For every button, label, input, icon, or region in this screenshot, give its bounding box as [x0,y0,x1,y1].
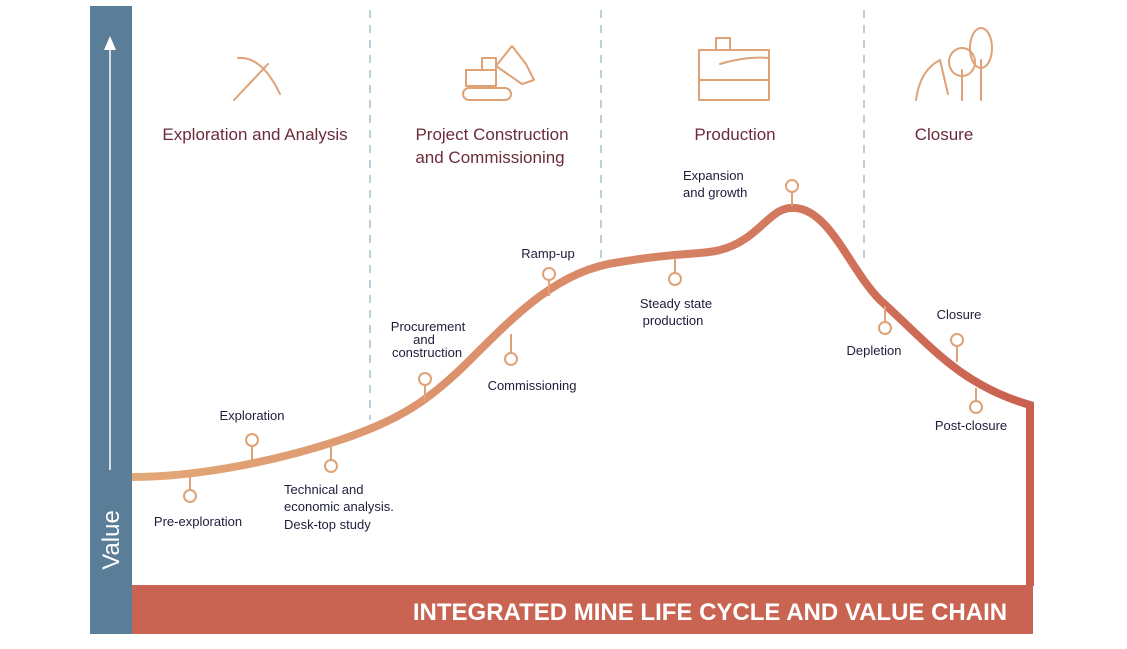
milestone-label: Commissioning [488,378,577,393]
text-line: and growth [683,185,747,200]
milestone-pins [183,179,983,503]
text-line: Ramp-up [521,246,574,261]
excavator-icon [462,45,535,101]
banner-text: INTEGRATED MINE LIFE CYCLE AND VALUE CHA… [413,599,1007,626]
text-line: Closure [915,125,974,144]
trees-icon [915,27,993,101]
axis-label: Value [98,510,125,570]
plant-icon [698,37,770,101]
milestone-label: Expansion and growth [683,168,747,200]
milestone-label: Steady state production [640,296,712,328]
phase-title: Exploration and Analysis [162,125,347,144]
text-line: production [643,313,704,328]
text-line: Post-closure [935,418,1007,433]
milestone-label: Depletion [847,343,902,358]
milestone-label: Closure [937,307,982,322]
phase-title: Production [694,125,775,144]
text-line: Desk-top study [284,517,371,532]
milestone-label: Ramp-up [521,246,574,261]
text-line: Production [694,125,775,144]
value-curve [131,203,1034,586]
text-line: Exploration and Analysis [162,125,347,144]
text-line: Depletion [847,343,902,358]
milestone-label: Pre-exploration [154,514,242,529]
phase-title: Project Construction and Commissioning [415,125,568,167]
text-line: construction [392,345,462,360]
text-line: Exploration [219,408,284,423]
text-line: Steady state [640,296,712,311]
text-line: Project Construction [415,125,568,144]
text-line: Expansion [683,168,744,183]
text-line: and [413,332,435,347]
text-line: Pre-exploration [154,514,242,529]
milestone-label: Post-closure [935,418,1007,433]
text-line: Procurement [391,319,466,334]
milestone-label: Technical and economic analysis. Desk-top … [284,482,394,532]
milestone-labels: Pre-exploration Exploration Technical an… [154,168,1007,532]
axis-arrowhead [104,36,116,50]
text-line: Commissioning [488,378,577,393]
text-line: Technical and [284,482,364,497]
text-line: Closure [937,307,982,322]
axis-bar [90,6,132,634]
milestone-label: Procurement and construction [391,319,466,360]
pickaxe-icon [233,56,281,101]
milestone-label: Exploration [219,408,284,423]
separators [369,10,865,420]
text-line: and Commissioning [415,148,564,167]
banner [132,585,1033,634]
text-line: economic analysis. [284,499,394,514]
phase-title: Closure [915,125,974,144]
